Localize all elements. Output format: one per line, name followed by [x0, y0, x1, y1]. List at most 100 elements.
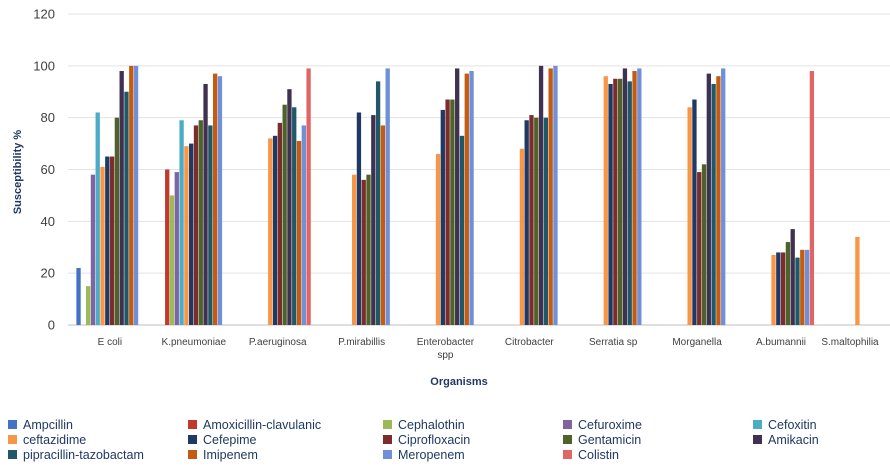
- x-tick-label: Enterobacter spp: [417, 337, 475, 361]
- x-tick-label: A.bumannii: [756, 337, 806, 348]
- bar: [637, 68, 642, 326]
- bar: [435, 153, 441, 325]
- bar: [351, 174, 357, 325]
- y-axis-ticks: 0 20 40 60 80 100 120: [33, 7, 55, 333]
- bar: [292, 107, 297, 325]
- bar: [119, 71, 124, 326]
- bar: [361, 179, 366, 325]
- bar: [165, 169, 170, 325]
- bar: [301, 125, 306, 325]
- bar: [133, 65, 139, 325]
- legend-label: Cephalothin: [398, 418, 465, 432]
- legend-item: Cephalothin: [383, 418, 465, 433]
- legend-item: Meropenem: [383, 448, 465, 463]
- bar: [100, 166, 105, 325]
- bar: [711, 83, 716, 325]
- y-tick-label: 100: [33, 58, 55, 73]
- x-tick-label: Serratia sp: [589, 337, 638, 348]
- bar: [716, 76, 721, 325]
- bar: [524, 120, 529, 325]
- bar: [198, 120, 203, 325]
- bar: [174, 172, 179, 325]
- legend-item: Gentamicin: [563, 433, 641, 448]
- bar: [445, 99, 450, 325]
- bar: [706, 73, 711, 325]
- bar: [534, 117, 539, 325]
- legend-item: Imipenem: [188, 448, 258, 463]
- bar: [287, 89, 292, 325]
- bar: [687, 107, 692, 325]
- bar: [90, 174, 96, 325]
- legend-item: Ciprofloxacin: [383, 433, 470, 448]
- bar: [203, 83, 208, 325]
- x-tick-label: P.aeruginosa: [249, 337, 307, 348]
- legend-swatch: [753, 420, 762, 429]
- legend-swatch: [753, 435, 762, 444]
- x-tick-label: K.pneumoniae: [162, 337, 227, 348]
- bar: [356, 112, 362, 325]
- bar: [450, 99, 455, 325]
- legend-item: Amoxicillin-clavulanic: [188, 418, 321, 433]
- legend-label: Colistin: [578, 448, 619, 462]
- bar: [440, 109, 445, 325]
- x-axis-ticks: E coli K.pneumoniae P.aeruginosa P.mirabill…: [98, 337, 879, 361]
- legend-item: Cefepime: [188, 433, 257, 448]
- bar: [613, 78, 618, 325]
- bar: [380, 125, 386, 325]
- bar: [785, 242, 791, 325]
- legend-label: pipracillin-tazobactam: [23, 448, 144, 462]
- bar: [282, 104, 287, 326]
- legend-item: Ampcillin: [8, 418, 73, 433]
- legend-label: Cefepime: [203, 433, 257, 447]
- bar: [519, 148, 525, 325]
- x-tick-label: E coli: [98, 337, 122, 348]
- bar: [608, 83, 613, 325]
- bar: [800, 249, 805, 325]
- bar: [189, 143, 194, 325]
- x-tick-label: S.maltophilia: [821, 337, 879, 348]
- y-tick-label: 0: [48, 318, 55, 333]
- bar: [124, 91, 129, 325]
- bar: [109, 156, 115, 325]
- legend-swatch: [383, 435, 392, 444]
- bar: [179, 120, 184, 325]
- legend-label: ceftazidime: [23, 433, 87, 447]
- x-axis-title: Organisms: [430, 376, 487, 388]
- bar: [169, 195, 175, 325]
- bar: [85, 286, 91, 326]
- legend-item: ceftazidime: [8, 433, 86, 448]
- y-tick-label: 40: [41, 214, 55, 229]
- bar: [855, 236, 860, 325]
- bar: [697, 172, 702, 325]
- bar: [795, 257, 800, 325]
- legend-swatch: [8, 420, 17, 429]
- legend-swatch: [383, 450, 392, 459]
- bar: [212, 73, 218, 325]
- legend-label: Meropenem: [398, 448, 465, 462]
- legend-label: Cefuroxime: [578, 418, 642, 432]
- bar: [469, 71, 474, 326]
- bar: [771, 255, 776, 325]
- bar: [277, 122, 282, 325]
- bar: [543, 117, 549, 325]
- legend-item: Colistin: [563, 448, 619, 463]
- bar: [553, 65, 558, 325]
- y-tick-label: 80: [41, 110, 55, 125]
- legend-label: Amoxicillin-clavulanic: [203, 418, 322, 432]
- bar: [114, 117, 120, 325]
- bar: [375, 81, 381, 325]
- legend-label: Imipenem: [203, 448, 258, 462]
- bar: [622, 68, 628, 326]
- bar: [306, 68, 311, 326]
- legend-swatch: [188, 450, 197, 459]
- bar: [776, 252, 781, 325]
- legend-item: Cefuroxime: [563, 418, 642, 433]
- bar: [272, 135, 278, 325]
- legend-item: pipracillin-tazobactam: [8, 448, 144, 463]
- legend-item: Amikacin: [753, 433, 819, 448]
- y-tick-label: 120: [33, 7, 55, 22]
- bar: [790, 229, 795, 325]
- legend-label: Ampcillin: [23, 418, 74, 432]
- bar: [721, 68, 726, 326]
- y-axis-title: Susceptibility %: [12, 130, 24, 215]
